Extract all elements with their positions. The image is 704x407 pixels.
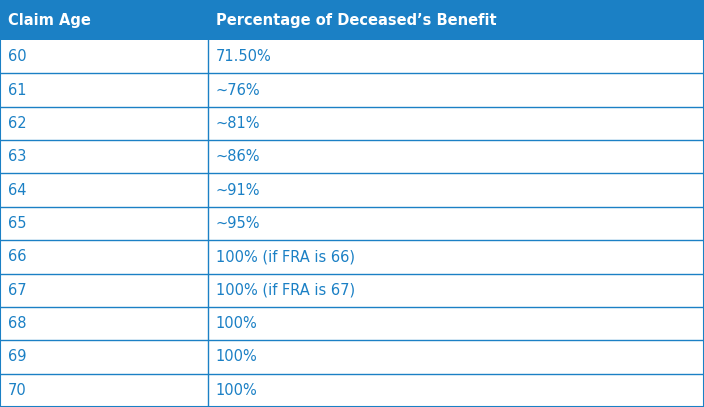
Text: 68: 68 xyxy=(8,316,27,331)
Text: 71.50%: 71.50% xyxy=(215,49,272,64)
Bar xyxy=(0,140,704,173)
Text: 61: 61 xyxy=(8,83,27,98)
Text: 69: 69 xyxy=(8,350,27,364)
Text: 66: 66 xyxy=(8,249,27,265)
Text: 63: 63 xyxy=(8,149,26,164)
Text: 100% (if FRA is 67): 100% (if FRA is 67) xyxy=(215,283,355,298)
Text: 100%: 100% xyxy=(215,350,258,364)
Text: 60: 60 xyxy=(8,49,27,64)
Bar xyxy=(0,40,704,73)
Text: Claim Age: Claim Age xyxy=(8,13,91,28)
Bar xyxy=(0,173,704,207)
Text: 70: 70 xyxy=(8,383,27,398)
Text: ~86%: ~86% xyxy=(215,149,260,164)
Bar xyxy=(0,374,704,407)
Bar xyxy=(0,240,704,274)
Text: 65: 65 xyxy=(8,216,27,231)
Text: 100% (if FRA is 66): 100% (if FRA is 66) xyxy=(215,249,355,265)
Bar xyxy=(0,107,704,140)
Text: 67: 67 xyxy=(8,283,27,298)
Text: 64: 64 xyxy=(8,183,27,198)
Bar xyxy=(0,274,704,307)
Text: 100%: 100% xyxy=(215,383,258,398)
Text: 100%: 100% xyxy=(215,316,258,331)
Text: ~91%: ~91% xyxy=(215,183,260,198)
Text: ~76%: ~76% xyxy=(215,83,260,98)
Bar xyxy=(0,73,704,107)
Bar xyxy=(0,207,704,240)
Text: 62: 62 xyxy=(8,116,27,131)
Text: ~81%: ~81% xyxy=(215,116,260,131)
Bar xyxy=(0,0,704,40)
Text: Percentage of Deceased’s Benefit: Percentage of Deceased’s Benefit xyxy=(215,13,496,28)
Bar xyxy=(0,307,704,340)
Bar xyxy=(0,340,704,374)
Text: ~95%: ~95% xyxy=(215,216,260,231)
